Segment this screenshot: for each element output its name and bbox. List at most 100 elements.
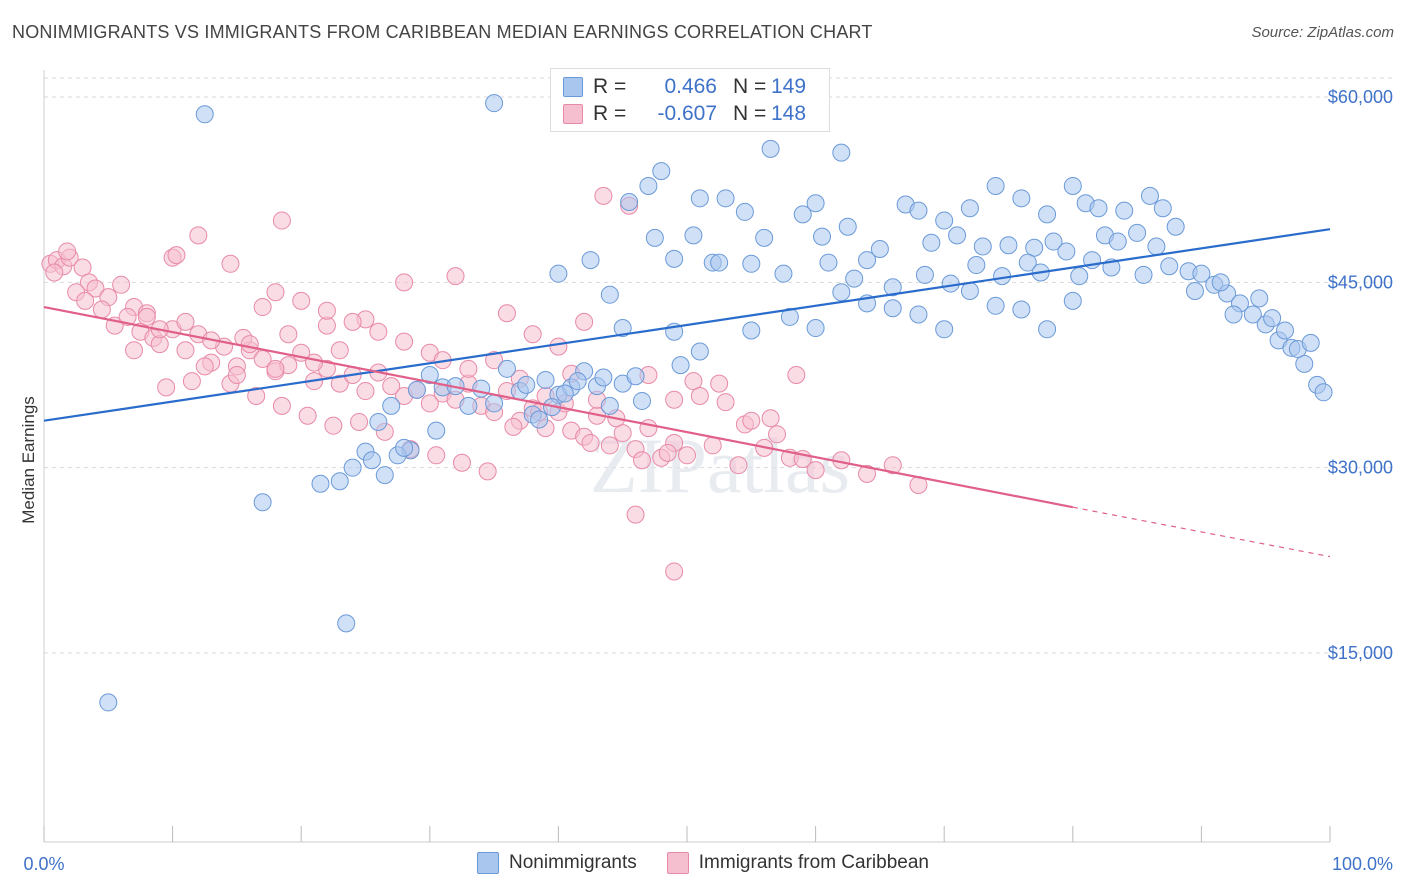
point-caribbean-74	[195, 357, 214, 376]
point-nonimmigrants-47	[581, 251, 600, 270]
point-caribbean-34	[330, 374, 349, 393]
point-nonimmigrants-23	[1038, 205, 1057, 224]
point-caribbean-100	[549, 337, 568, 356]
point-nonimmigrants-27	[1115, 201, 1134, 220]
point-caribbean-56	[613, 424, 632, 443]
point-caribbean-93	[684, 372, 703, 391]
point-nonimmigrants-92	[935, 320, 954, 339]
point-caribbean-71	[125, 341, 144, 360]
axes	[43, 70, 1331, 843]
point-caribbean-73	[182, 372, 201, 391]
point-caribbean-63	[729, 456, 748, 475]
point-caribbean-85	[478, 462, 497, 481]
point-nonimmigrants-135	[671, 356, 690, 375]
point-nonimmigrants-136	[459, 396, 478, 415]
point-nonimmigrants-108	[536, 370, 555, 389]
point-nonimmigrants-81	[600, 285, 619, 304]
point-nonimmigrants-11	[620, 193, 639, 212]
point-nonimmigrants-7	[832, 143, 851, 162]
point-caribbean-134	[665, 390, 684, 409]
point-nonimmigrants-138	[311, 474, 330, 493]
series-legend: Nonimmigrants Immigrants from Caribbean	[0, 852, 1406, 874]
point-nonimmigrants-34	[813, 227, 832, 246]
point-caribbean-72	[157, 378, 176, 397]
point-nonimmigrants-6	[761, 139, 780, 158]
point-nonimmigrants-98	[1185, 281, 1204, 300]
legend-swatch-blue	[477, 852, 500, 874]
point-nonimmigrants-48	[665, 249, 684, 268]
legend-item-nonimmigrants: Nonimmigrants	[477, 852, 637, 874]
point-caribbean-4	[45, 263, 64, 282]
chart-source: Source: ZipAtlas.com	[1251, 24, 1394, 41]
point-caribbean-145	[240, 335, 259, 354]
point-nonimmigrants-19	[935, 211, 954, 230]
point-caribbean-119	[266, 283, 285, 302]
point-nonimmigrants-143	[555, 384, 574, 403]
point-nonimmigrants-99	[1211, 273, 1230, 292]
point-nonimmigrants-35	[870, 239, 889, 258]
correlation-legend: R = 0.466 N = 149 R = -0.607 N = 148	[550, 68, 830, 132]
point-caribbean-98	[497, 304, 516, 323]
point-caribbean-86	[504, 417, 523, 436]
legend-swatch-pink	[666, 852, 689, 874]
point-nonimmigrants-67	[1160, 257, 1179, 276]
point-caribbean-114	[137, 307, 156, 326]
point-nonimmigrants-28	[1140, 186, 1159, 205]
point-caribbean-137	[742, 411, 761, 430]
point-caribbean-96	[761, 409, 780, 428]
point-caribbean-99	[523, 325, 542, 344]
point-nonimmigrants-127	[362, 451, 381, 470]
point-nonimmigrants-141	[530, 410, 549, 429]
point-caribbean-14	[76, 291, 95, 310]
point-nonimmigrants-55	[858, 251, 877, 270]
point-nonimmigrants-119	[420, 366, 439, 384]
point-nonimmigrants-84	[690, 342, 709, 361]
point-nonimmigrants-30	[1166, 217, 1185, 236]
point-nonimmigrants-132	[568, 372, 587, 391]
point-nonimmigrants-79	[1314, 383, 1333, 402]
point-caribbean-141	[665, 562, 684, 581]
point-nonimmigrants-58	[941, 274, 960, 293]
point-caribbean-105	[395, 273, 414, 292]
point-nonimmigrants-103	[1275, 321, 1294, 340]
legend-r-label: R =	[593, 75, 627, 98]
legend-r-label: R =	[593, 102, 627, 125]
point-nonimmigrants-61	[1018, 253, 1037, 272]
point-nonimmigrants-31	[645, 228, 664, 247]
point-nonimmigrants-100	[1224, 305, 1243, 324]
point-nonimmigrants-140	[395, 438, 414, 457]
point-nonimmigrants-102	[1263, 309, 1282, 328]
point-caribbean-143	[253, 298, 272, 317]
point-caribbean-121	[317, 301, 336, 320]
point-caribbean-8	[86, 279, 105, 298]
point-nonimmigrants-53	[819, 253, 838, 272]
point-caribbean-112	[176, 312, 195, 331]
point-caribbean-68	[858, 464, 877, 483]
trend-lines	[43, 228, 1331, 558]
point-nonimmigrants-80	[549, 264, 568, 283]
point-caribbean-122	[343, 312, 362, 331]
point-caribbean-135	[690, 387, 709, 406]
point-caribbean-22	[176, 341, 195, 360]
point-caribbean-102	[594, 186, 613, 205]
point-nonimmigrants-94	[986, 296, 1005, 315]
point-nonimmigrants-29	[1153, 199, 1172, 218]
point-nonimmigrants-40	[1025, 238, 1044, 257]
point-caribbean-109	[266, 359, 285, 378]
point-nonimmigrants-96	[1038, 320, 1057, 339]
point-nonimmigrants-14	[793, 205, 812, 224]
legend-n-label: N =	[733, 102, 767, 125]
point-nonimmigrants-121	[407, 380, 426, 399]
point-nonimmigrants-20	[960, 199, 979, 218]
point-nonimmigrants-45	[1128, 223, 1147, 242]
point-caribbean-118	[221, 254, 240, 273]
point-caribbean-144	[227, 366, 246, 384]
point-nonimmigrants-8	[652, 162, 671, 181]
point-caribbean-92	[658, 443, 677, 462]
point-caribbean-79	[324, 416, 343, 435]
point-caribbean-104	[446, 267, 465, 286]
point-nonimmigrants-50	[710, 253, 729, 272]
point-caribbean-146	[305, 353, 324, 372]
